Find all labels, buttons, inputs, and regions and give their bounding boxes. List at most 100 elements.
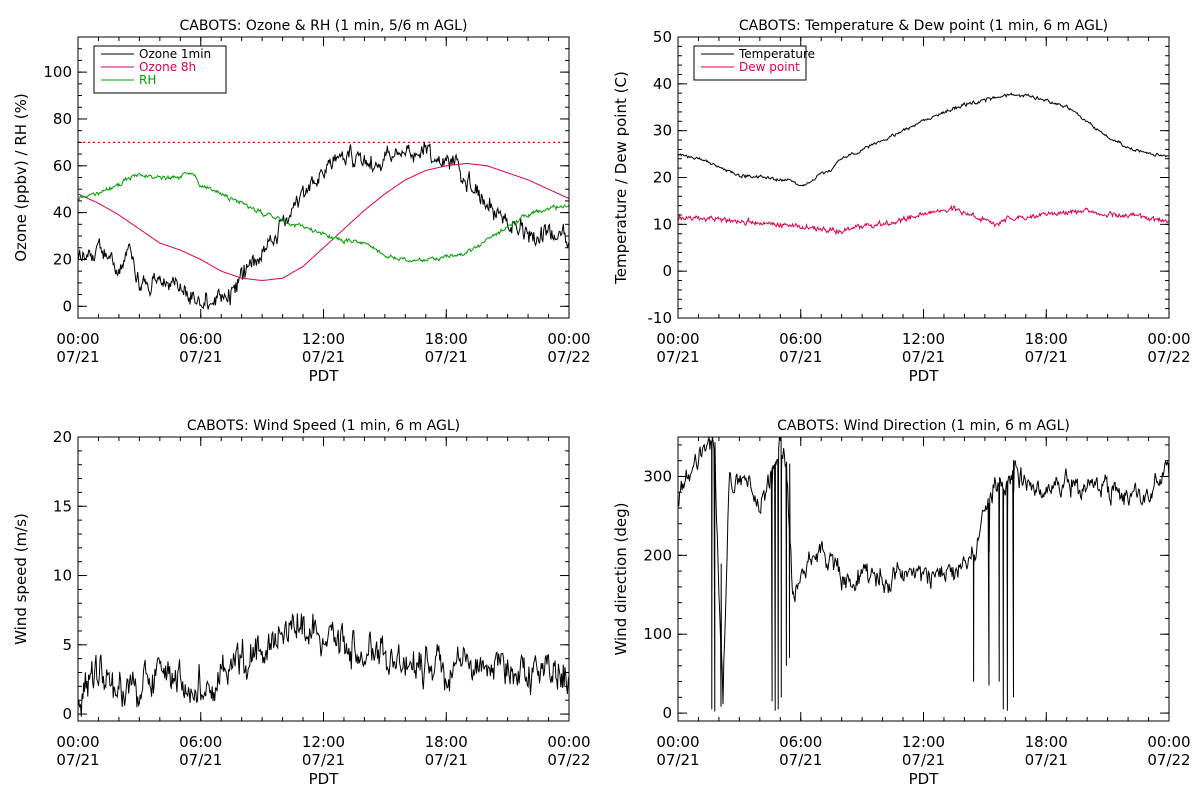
plot-area <box>78 141 569 310</box>
x-tick-date-label: 07/22 <box>547 348 590 366</box>
y-tick-label: 0 <box>62 297 72 315</box>
x-tick-label: 06:00 <box>179 733 222 751</box>
x-tick-label: 12:00 <box>302 330 345 348</box>
x-tick-date-label: 07/22 <box>1147 751 1190 769</box>
y-tick-label: 300 <box>643 467 672 485</box>
x-tick-label: 00:00 <box>1147 733 1190 751</box>
x-tick-date-label: 07/21 <box>779 751 822 769</box>
x-tick-date-label: 07/21 <box>1025 348 1068 366</box>
y-axis-label: Wind direction (deg) <box>612 503 630 656</box>
plot-area <box>678 437 1169 712</box>
y-tick-label: 15 <box>53 497 72 515</box>
y-tick-label: 40 <box>653 75 672 93</box>
y-tick-label: 5 <box>62 636 72 654</box>
y-tick-label: 20 <box>53 250 72 268</box>
y-tick-label: 100 <box>643 625 672 643</box>
x-tick-date-label: 07/21 <box>425 751 468 769</box>
x-tick-date-label: 07/21 <box>179 751 222 769</box>
series-line-3 <box>78 171 569 263</box>
y-tick-label: 0 <box>662 704 672 722</box>
legend-entry: Dew point <box>739 60 800 74</box>
plot-area <box>678 92 1169 236</box>
y-tick-label: -10 <box>648 309 673 327</box>
plot-area <box>78 613 569 717</box>
x-tick-label: 00:00 <box>547 330 590 348</box>
x-axis-label: PDT <box>909 770 940 788</box>
x-tick-label: 00:00 <box>56 733 99 751</box>
x-tick-label: 12:00 <box>902 733 945 751</box>
x-tick-date-label: 07/21 <box>302 751 345 769</box>
y-tick-label: 20 <box>53 428 72 446</box>
x-tick-date-label: 07/22 <box>547 751 590 769</box>
x-axis-label: PDT <box>309 770 340 788</box>
y-axis-label: Wind speed (m/s) <box>12 513 30 645</box>
series-line-1 <box>678 92 1169 187</box>
x-tick-date-label: 07/21 <box>56 751 99 769</box>
x-tick-date-label: 07/21 <box>425 348 468 366</box>
chart-panel-2: CABOTS: Temperature & Dew point (1 min, … <box>612 18 1191 385</box>
x-tick-date-label: 07/21 <box>1025 751 1068 769</box>
y-tick-label: 10 <box>53 567 72 585</box>
chart-panel-3: CABOTS: Wind Speed (1 min, 6 m AGL) 00:00… <box>12 418 591 788</box>
x-tick-label: 00:00 <box>656 330 699 348</box>
x-tick-date-label: 07/21 <box>902 751 945 769</box>
x-tick-label: 00:00 <box>1147 330 1190 348</box>
legend-box <box>693 45 807 81</box>
x-tick-date-label: 07/21 <box>902 348 945 366</box>
y-tick-label: 40 <box>53 204 72 222</box>
x-tick-label: 00:00 <box>56 330 99 348</box>
y-tick-label: 10 <box>653 215 672 233</box>
x-tick-label: 06:00 <box>779 330 822 348</box>
x-tick-label: 12:00 <box>902 330 945 348</box>
series-line-2 <box>678 204 1169 236</box>
x-tick-date-label: 07/21 <box>779 348 822 366</box>
x-tick-date-label: 07/21 <box>656 348 699 366</box>
y-tick-label: 200 <box>643 546 672 564</box>
x-tick-label: 18:00 <box>425 330 468 348</box>
series-line-1 <box>678 437 1169 712</box>
y-tick-label: 100 <box>43 63 72 81</box>
chart-title: CABOTS: Wind Direction (1 min, 6 m AGL) <box>777 418 1070 434</box>
x-tick-label: 00:00 <box>547 733 590 751</box>
x-tick-date-label: 07/21 <box>302 348 345 366</box>
y-tick-label: 0 <box>62 705 72 723</box>
x-tick-date-label: 07/21 <box>56 348 99 366</box>
y-tick-label: 20 <box>653 169 672 187</box>
y-tick-label: 30 <box>653 122 672 140</box>
x-tick-label: 18:00 <box>1025 330 1068 348</box>
x-tick-label: 06:00 <box>779 733 822 751</box>
x-tick-label: 00:00 <box>656 733 699 751</box>
chart-panel-1: CABOTS: Ozone & RH (1 min, 5/6 m AGL) 00:… <box>12 18 591 385</box>
legend-entry: Ozone 1min <box>139 47 211 61</box>
y-tick-label: 0 <box>662 262 672 280</box>
y-tick-label: 60 <box>53 157 72 175</box>
y-tick-label: 50 <box>653 28 672 46</box>
legend-entry: RH <box>139 73 156 87</box>
series-line-1 <box>78 141 569 310</box>
x-tick-label: 18:00 <box>1025 733 1068 751</box>
x-tick-label: 18:00 <box>425 733 468 751</box>
y-axis-label: Temperature / Dew point (C) <box>612 71 630 285</box>
legend-entry: Ozone 8h <box>139 60 196 74</box>
chart-panel-4: CABOTS: Wind Direction (1 min, 6 m AGL) 0… <box>612 418 1191 788</box>
plot-frame <box>677 436 1170 722</box>
legend-entry: Temperature <box>738 47 815 61</box>
y-axis-label: Ozone (ppbv) / RH (%) <box>12 93 30 262</box>
chart-title: CABOTS: Temperature & Dew point (1 min, … <box>739 18 1108 34</box>
x-tick-label: 12:00 <box>302 733 345 751</box>
chart-title: CABOTS: Wind Speed (1 min, 6 m AGL) <box>187 418 460 434</box>
y-tick-label: 80 <box>53 110 72 128</box>
x-axis-label: PDT <box>909 367 940 385</box>
x-tick-date-label: 07/21 <box>656 751 699 769</box>
x-tick-date-label: 07/21 <box>179 348 222 366</box>
series-line-2 <box>78 162 569 282</box>
plot-frame <box>77 436 570 722</box>
x-tick-label: 06:00 <box>179 330 222 348</box>
series-line-1 <box>78 613 569 717</box>
x-axis-label: PDT <box>309 367 340 385</box>
chart-title: CABOTS: Ozone & RH (1 min, 5/6 m AGL) <box>180 18 468 34</box>
